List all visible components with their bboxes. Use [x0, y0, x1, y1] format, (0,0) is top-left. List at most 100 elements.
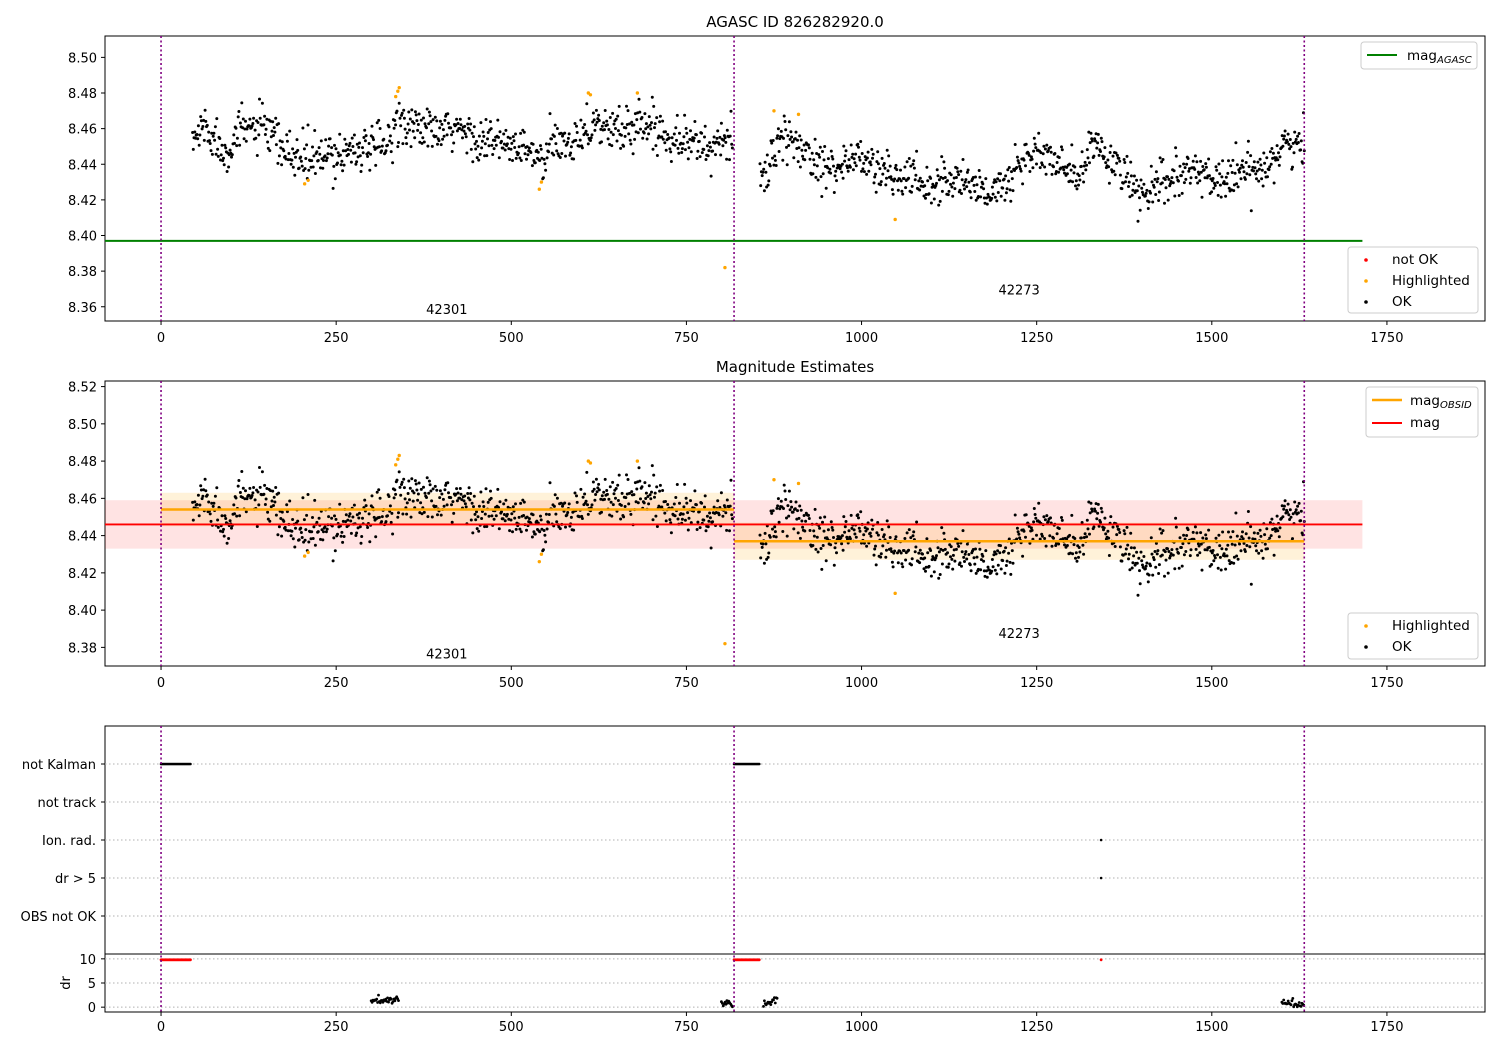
ok-point — [1278, 526, 1282, 530]
ok-point — [305, 513, 309, 517]
agasc-magnitude-panel: AGASC ID 826282920.0 0 250 500 750 1000 1250 1… — [68, 13, 1486, 346]
ok-point — [403, 127, 407, 131]
ok-point — [445, 503, 449, 507]
ok-point — [492, 517, 496, 521]
ok-point — [616, 499, 620, 502]
ok-point — [558, 156, 562, 159]
ok-point — [416, 128, 420, 132]
ok-point — [500, 139, 503, 143]
ok-point — [262, 123, 266, 127]
ok-point — [323, 154, 327, 158]
ok-point — [669, 531, 673, 535]
ok-point — [291, 165, 295, 169]
ok-point — [204, 489, 208, 493]
ok-point — [227, 165, 231, 169]
ok-point — [789, 500, 793, 504]
ok-point — [798, 504, 802, 508]
ok-point — [910, 190, 913, 194]
ok-point — [894, 535, 898, 539]
ok-point — [843, 525, 847, 529]
ok-point — [666, 503, 670, 506]
ok-point — [213, 494, 217, 498]
ok-point — [832, 536, 835, 539]
ok-point — [1049, 145, 1052, 149]
ok-point — [367, 142, 371, 145]
ok-point — [986, 192, 990, 196]
ok-point — [1204, 162, 1208, 166]
ok-point — [1001, 186, 1005, 190]
ok-point — [569, 515, 573, 519]
dr-ok-point — [1282, 998, 1286, 1002]
ok-point — [924, 565, 928, 569]
ok-point — [857, 155, 861, 159]
ok-point — [905, 531, 909, 535]
ok-point — [1275, 144, 1279, 148]
ok-point — [208, 142, 212, 145]
ok-point — [840, 542, 844, 546]
ok-point — [519, 530, 523, 534]
ok-point — [277, 491, 281, 495]
highlighted-point — [394, 94, 398, 99]
ok-point — [790, 135, 794, 139]
ok-point — [1034, 146, 1038, 150]
ok-point — [996, 191, 1000, 194]
ok-point — [703, 124, 707, 128]
ok-point — [865, 156, 869, 160]
ok-point — [225, 541, 229, 545]
ok-point — [509, 518, 513, 522]
ok-point — [1042, 144, 1046, 148]
ok-point — [352, 503, 356, 507]
ok-point — [1037, 131, 1041, 135]
ok-point — [725, 128, 729, 132]
ok-point — [440, 122, 444, 126]
ok-point — [1243, 550, 1247, 553]
ok-point — [782, 136, 785, 140]
ok-point — [776, 497, 780, 501]
ok-point — [1074, 184, 1077, 188]
ok-point — [300, 164, 304, 168]
ok-point — [1216, 181, 1219, 184]
ok-point — [843, 159, 847, 163]
ok-point — [317, 516, 321, 520]
ok-point — [427, 122, 431, 126]
ok-point — [783, 489, 787, 493]
ok-point — [269, 505, 273, 509]
ok-point — [1191, 159, 1195, 163]
ok-point — [1241, 530, 1244, 534]
ok-point — [1200, 195, 1204, 199]
ok-point — [429, 489, 433, 493]
highlighted-point — [723, 265, 727, 270]
ok-point — [929, 201, 933, 205]
ok-point — [706, 154, 710, 158]
ok-point — [812, 534, 816, 538]
ok-point — [770, 141, 774, 145]
ok-point — [893, 177, 897, 181]
ok-point — [1211, 549, 1215, 552]
ok-point — [1077, 555, 1080, 559]
ok-point — [547, 521, 551, 524]
ok-point — [776, 127, 780, 131]
ok-point — [695, 528, 699, 531]
ok-point — [929, 549, 933, 552]
ok-point — [562, 139, 566, 143]
ok-point — [1268, 150, 1272, 154]
ok-point — [611, 133, 615, 137]
ok-point — [1291, 537, 1294, 541]
ok-point — [586, 512, 590, 516]
ok-point — [1265, 527, 1269, 531]
ok-point — [525, 528, 528, 532]
ok-point — [653, 495, 656, 499]
ok-point — [375, 490, 379, 494]
ok-point — [514, 527, 518, 531]
ok-point — [600, 140, 603, 144]
ok-point — [1227, 530, 1230, 534]
ok-point — [664, 500, 667, 503]
ok-point — [496, 487, 500, 491]
ok-point — [313, 172, 317, 175]
ok-point — [412, 121, 416, 125]
ok-point — [199, 115, 203, 119]
ok-point — [707, 149, 711, 153]
ok-point — [984, 177, 988, 181]
ok-point — [818, 526, 822, 530]
ok-point — [483, 142, 487, 146]
